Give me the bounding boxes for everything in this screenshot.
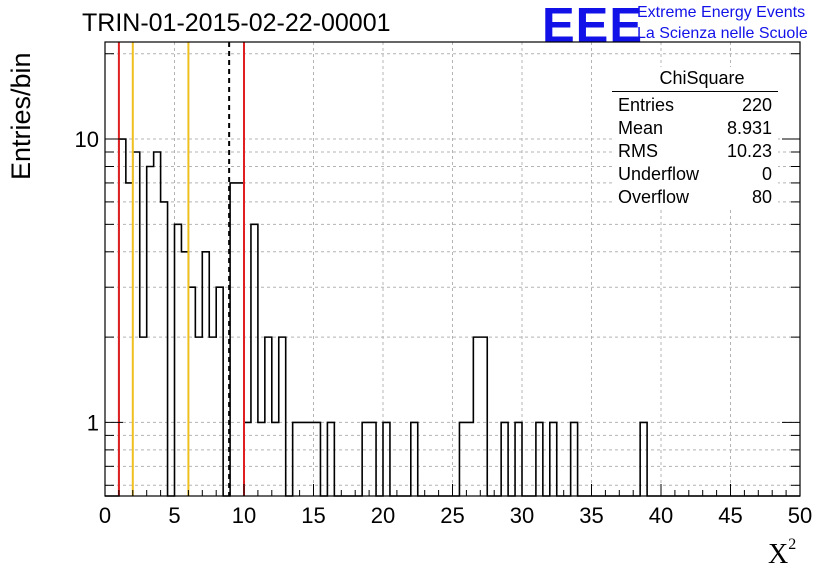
stats-row-overflow: Overflow 80 <box>618 187 772 207</box>
x-tick-label: 5 <box>168 503 180 528</box>
chart-title: TRIN-01-2015-02-22-00001 <box>82 9 391 37</box>
eee-logo: EEE <box>542 0 644 53</box>
x-tick-label: 10 <box>232 503 256 528</box>
x-tick-label: 0 <box>99 503 111 528</box>
logo-line-2: La Scienza nelle Scuole <box>637 25 808 42</box>
x-tick-label: 30 <box>510 503 534 528</box>
stats-title: ChiSquare <box>659 68 745 88</box>
stats-row-underflow: Underflow 0 <box>618 164 772 184</box>
x-tick-label: 45 <box>718 503 742 528</box>
stats-row-mean: Mean 8.931 <box>618 118 772 138</box>
stats-row-entries: Entries 220 <box>618 95 772 115</box>
x-tick-label: 15 <box>301 503 325 528</box>
stats-box: ChiSquare Entries 220 Mean 8.931 RMS 10.23 … <box>612 67 778 209</box>
y-tick-label: 1 <box>87 410 99 435</box>
y-tick-label: 10 <box>75 127 99 152</box>
x-axis-label: X2 <box>768 536 797 570</box>
x-tick-label: 25 <box>440 503 464 528</box>
x-tick-label: 40 <box>649 503 673 528</box>
stats-row-rms: RMS 10.23 <box>618 141 772 161</box>
x-tick-label: 20 <box>371 503 395 528</box>
logo-line-1: Extreme Energy Events <box>637 4 806 21</box>
x-tick-label: 50 <box>788 503 812 528</box>
x-tick-label: 35 <box>579 503 603 528</box>
stats-divider <box>612 91 778 92</box>
